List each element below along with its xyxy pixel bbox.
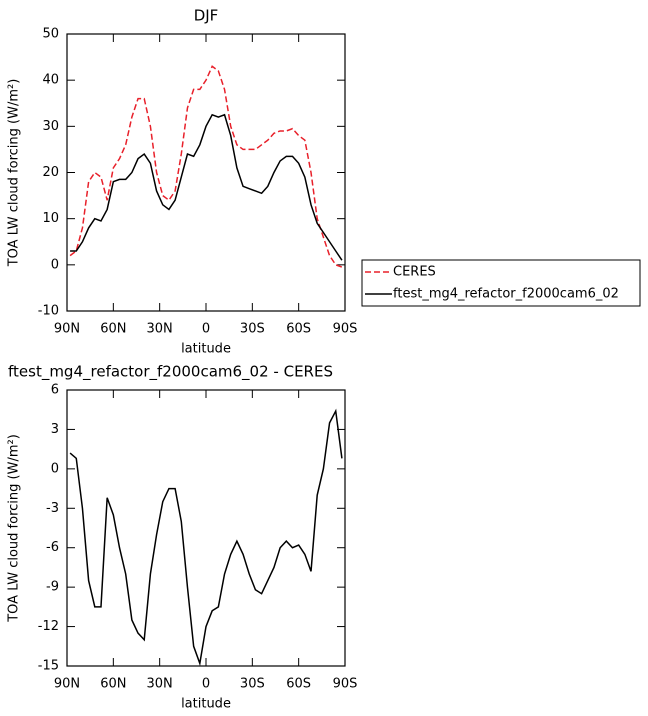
y-tick-label: 3 — [51, 422, 59, 437]
x-tick-label: 0 — [202, 322, 210, 337]
data-line — [69, 408, 343, 667]
y-tick-label: 6 — [51, 383, 59, 398]
y-tick-label: 0 — [51, 257, 59, 272]
x-tick-label: 60N — [100, 322, 126, 337]
x-tick-label: 30S — [240, 677, 265, 692]
data-line — [69, 65, 343, 268]
data-line — [70, 113, 343, 261]
y-tick-label: -3 — [46, 501, 59, 516]
x-tick-label: 90N — [54, 677, 80, 692]
x-tick-label: 30N — [147, 322, 173, 337]
x-axis-label: latitude — [181, 342, 231, 357]
x-tick-label: 90S — [333, 677, 358, 692]
y-tick-label: 0 — [51, 461, 59, 476]
y-tick-label: -15 — [38, 659, 59, 674]
x-tick-label: 30N — [147, 677, 173, 692]
x-tick-label: 60S — [286, 677, 311, 692]
y-axis-label: TOA LW cloud forcing (W/m²) — [7, 434, 22, 623]
x-tick-label: 90N — [54, 322, 80, 337]
x-tick-label: 30S — [240, 322, 265, 337]
legend-label: ftest_mg4_refactor_f2000cam6_02 — [393, 287, 619, 302]
legend-label: CERES — [393, 265, 436, 280]
y-axis-label: TOA LW cloud forcing (W/m²) — [7, 79, 22, 268]
y-tick-label: 50 — [42, 27, 59, 42]
legend-box — [361, 259, 641, 307]
y-tick-label: -6 — [46, 540, 59, 555]
x-tick-label: 60N — [100, 677, 126, 692]
y-tick-label: 10 — [42, 211, 59, 226]
x-tick-label: 0 — [202, 677, 210, 692]
y-tick-label: -10 — [38, 304, 59, 319]
y-tick-label: 40 — [42, 73, 59, 88]
y-tick-label: -12 — [38, 619, 59, 634]
x-axis-label: latitude — [181, 697, 231, 712]
y-tick-label: -9 — [46, 580, 59, 595]
chart-title: DJF — [194, 7, 219, 25]
x-tick-label: 90S — [333, 322, 358, 337]
chart-title: ftest_mg4_refactor_f2000cam6_02 - CERES — [8, 363, 333, 382]
x-tick-label: 60S — [286, 322, 311, 337]
y-tick-label: 20 — [42, 165, 59, 180]
y-tick-label: 30 — [42, 119, 59, 134]
